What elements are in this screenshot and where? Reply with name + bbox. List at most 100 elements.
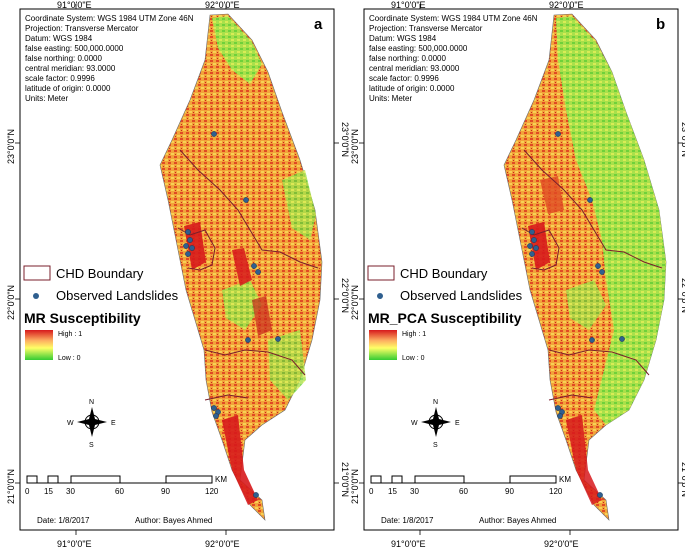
landslide-point: [185, 229, 191, 235]
landslide-point: [243, 197, 249, 203]
north-arrow-icon: N S E W: [411, 399, 460, 449]
lon-label-top-right: 92°0'0"E: [205, 0, 240, 10]
lon-label-bottom-right: 92°0'0"E: [544, 539, 579, 549]
svg-text:120: 120: [549, 487, 563, 496]
susceptibility-ramp: [369, 330, 397, 360]
lat-label-left-23: 23°0'0"N: [6, 129, 16, 164]
landslide-point: [555, 405, 561, 411]
lat-label-right-22: 22°0'0"N: [340, 278, 350, 313]
svg-text:15: 15: [388, 487, 397, 496]
svg-text:Projection: Transverse Mercato: Projection: Transverse Mercator: [25, 24, 139, 33]
landslide-swatch-icon: [33, 293, 39, 299]
svg-text:latitude of origin: 0.0000: latitude of origin: 0.0000: [369, 84, 455, 93]
svg-text:Datum: WGS 1984: Datum: WGS 1984: [25, 34, 93, 43]
landslide-point: [589, 337, 595, 343]
date-text: Date: 1/8/2017: [381, 516, 434, 525]
observed-landslides: [183, 131, 281, 498]
lat-label-left-23: 23°0'0"N: [350, 129, 360, 164]
landslide-point: [211, 405, 217, 411]
svg-text:15: 15: [44, 487, 53, 496]
landslide-point: [533, 245, 539, 251]
svg-text:S: S: [89, 442, 94, 449]
svg-text:central meridian: 93.0000: central meridian: 93.0000: [25, 64, 116, 73]
landslide-point: [185, 251, 191, 257]
landslide-point: [529, 251, 535, 257]
svg-text:N: N: [89, 399, 94, 406]
landslide-point: [251, 263, 257, 269]
map-legend: CHD Boundary Observed Landslides MR_PCA …: [367, 265, 523, 362]
projection-info: Coordinate System: WGS 1984 UTM Zone 46N…: [25, 14, 194, 103]
landslide-point: [527, 243, 533, 249]
legend-high: High : 1: [58, 331, 82, 338]
svg-text:W: W: [411, 420, 418, 427]
svg-text:90: 90: [505, 487, 514, 496]
lat-label-right-21: 21°0'0"N: [680, 462, 685, 497]
landslide-point: [275, 336, 281, 342]
landslide-point: [189, 245, 195, 251]
lat-label-right-21: 21°0'0"N: [340, 462, 350, 497]
landslide-point: [557, 413, 563, 419]
scale-bar: [370, 475, 557, 484]
landslide-point: [529, 229, 535, 235]
landslide-point: [587, 197, 593, 203]
landslide-point: [253, 492, 259, 498]
svg-text:false northing: 0.0000: false northing: 0.0000: [25, 54, 102, 63]
svg-text:false easting: 500,000.0000: false easting: 500,000.0000: [25, 44, 124, 53]
svg-text:KM: KM: [559, 475, 571, 484]
svg-text:120: 120: [205, 487, 219, 496]
svg-text:S: S: [433, 442, 438, 449]
scale-bar-labels: 0 15 30 60 90 120 KM: [25, 475, 227, 496]
north-arrow-icon: N S E W: [67, 399, 116, 449]
svg-text:scale factor: 0.9996: scale factor: 0.9996: [25, 74, 95, 83]
lon-label-top-right: 92°0'0"E: [549, 0, 584, 10]
svg-text:60: 60: [115, 487, 124, 496]
author-text: Author: Bayes Ahmed: [135, 516, 212, 525]
lat-label-left-21: 21°0'0"N: [350, 469, 360, 504]
lat-label-left-21: 21°0'0"N: [6, 469, 16, 504]
panel-a: 91°0'0"E 92°0'0"E 91°0'0"E 92°0'0"E 23°0…: [6, 0, 350, 549]
boundary-swatch: [367, 265, 395, 281]
legend-low: Low : 0: [402, 355, 425, 362]
svg-text:N: N: [433, 399, 438, 406]
svg-text:Coordinate System: WGS 1984 UT: Coordinate System: WGS 1984 UTM Zone 46N: [369, 14, 538, 23]
svg-text:Coordinate System: WGS 1984 UT: Coordinate System: WGS 1984 UTM Zone 46N: [25, 14, 194, 23]
svg-text:0: 0: [25, 487, 30, 496]
svg-text:false easting: 500,000.0000: false easting: 500,000.0000: [369, 44, 468, 53]
svg-text:latitude of origin: 0.0000: latitude of origin: 0.0000: [25, 84, 111, 93]
landslide-swatch-icon: [377, 293, 383, 299]
svg-text:Projection: Transverse Mercato: Projection: Transverse Mercator: [369, 24, 483, 33]
svg-text:E: E: [111, 420, 116, 427]
low-susceptibility-zone: [212, 16, 316, 400]
legend-boundary-label: CHD Boundary: [56, 266, 144, 281]
svg-text:false northing: 0.0000: false northing: 0.0000: [369, 54, 446, 63]
susceptibility-title: MR_PCA Susceptibility: [368, 310, 522, 326]
legend-high: High : 1: [402, 331, 426, 338]
svg-text:central meridian: 93.0000: central meridian: 93.0000: [369, 64, 460, 73]
landslide-point: [597, 492, 603, 498]
map-legend: CHD Boundary Observed Landslides MR Susc…: [23, 265, 179, 362]
svg-text:Units: Meter: Units: Meter: [369, 94, 412, 103]
svg-text:30: 30: [66, 487, 75, 496]
lat-label-right-23: 23°0'0"N: [680, 122, 685, 157]
legend-landslides-label: Observed Landslides: [56, 288, 179, 303]
landslide-point: [187, 237, 193, 243]
panel-letter: b: [656, 16, 665, 33]
lon-label-bottom-left: 91°0'0"E: [391, 539, 426, 549]
graticule-ticks: [359, 4, 683, 535]
chd-boundary: [521, 149, 663, 401]
landslide-point: [211, 131, 217, 137]
legend-landslides-label: Observed Landslides: [400, 288, 523, 303]
svg-text:Datum: WGS 1984: Datum: WGS 1984: [369, 34, 437, 43]
landslide-point: [555, 131, 561, 137]
chd-boundary: [177, 149, 319, 401]
svg-text:60: 60: [459, 487, 468, 496]
svg-text:90: 90: [161, 487, 170, 496]
lon-label-bottom-left: 91°0'0"E: [57, 539, 92, 549]
scale-bar-labels: 0 15 30 60 90 120 KM: [369, 475, 571, 496]
lat-label-left-22: 22°0'0"N: [6, 285, 16, 320]
svg-text:Units: Meter: Units: Meter: [25, 94, 68, 103]
lon-label-bottom-right: 92°0'0"E: [205, 539, 240, 549]
landslide-point: [531, 237, 537, 243]
landslide-point: [619, 336, 625, 342]
